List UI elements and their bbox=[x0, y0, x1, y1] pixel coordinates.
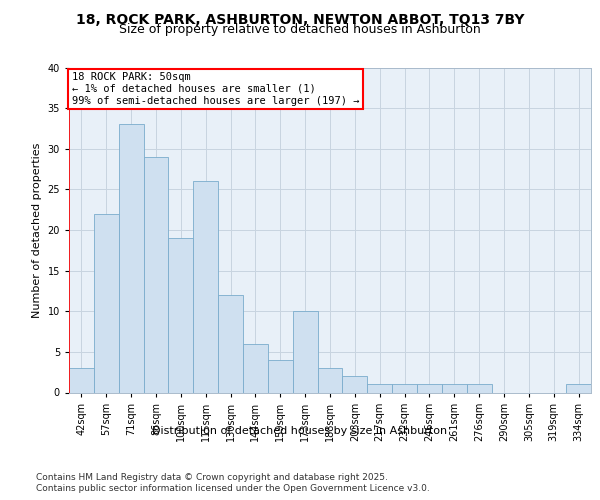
Bar bbox=[343, 376, 367, 392]
Bar bbox=[293, 311, 317, 392]
Text: 18, ROCK PARK, ASHBURTON, NEWTON ABBOT, TQ13 7BY: 18, ROCK PARK, ASHBURTON, NEWTON ABBOT, … bbox=[76, 12, 524, 26]
Bar bbox=[317, 368, 343, 392]
Bar bbox=[367, 384, 392, 392]
Text: Size of property relative to detached houses in Ashburton: Size of property relative to detached ho… bbox=[119, 24, 481, 36]
Bar bbox=[143, 157, 169, 392]
Text: Contains public sector information licensed under the Open Government Licence v3: Contains public sector information licen… bbox=[36, 484, 430, 493]
Bar bbox=[218, 295, 243, 392]
Bar bbox=[193, 181, 218, 392]
Bar bbox=[417, 384, 442, 392]
Bar bbox=[243, 344, 268, 393]
Text: Contains HM Land Registry data © Crown copyright and database right 2025.: Contains HM Land Registry data © Crown c… bbox=[36, 472, 388, 482]
Bar bbox=[392, 384, 417, 392]
Text: Distribution of detached houses by size in Ashburton: Distribution of detached houses by size … bbox=[152, 426, 448, 436]
Bar bbox=[566, 384, 591, 392]
Y-axis label: Number of detached properties: Number of detached properties bbox=[32, 142, 42, 318]
Bar bbox=[268, 360, 293, 392]
Bar bbox=[119, 124, 143, 392]
Bar bbox=[442, 384, 467, 392]
Bar bbox=[69, 368, 94, 392]
Text: 18 ROCK PARK: 50sqm
← 1% of detached houses are smaller (1)
99% of semi-detached: 18 ROCK PARK: 50sqm ← 1% of detached hou… bbox=[71, 72, 359, 106]
Bar bbox=[169, 238, 193, 392]
Bar bbox=[94, 214, 119, 392]
Bar bbox=[467, 384, 491, 392]
